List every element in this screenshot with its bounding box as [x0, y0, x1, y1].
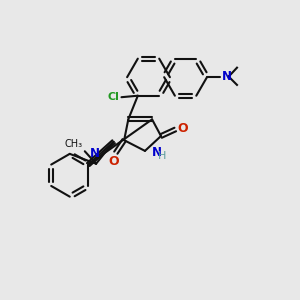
Text: N: N [90, 147, 100, 160]
Text: O: O [177, 122, 188, 134]
Text: N: N [152, 146, 161, 159]
Text: CH₃: CH₃ [65, 139, 83, 149]
Text: O: O [109, 155, 119, 168]
Text: H: H [158, 151, 166, 161]
Text: Cl: Cl [107, 92, 119, 102]
Text: N: N [222, 70, 232, 83]
